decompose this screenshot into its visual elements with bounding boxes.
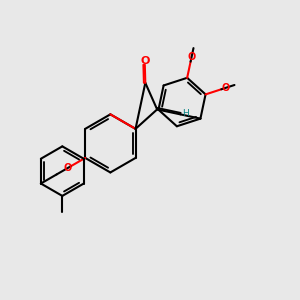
- Text: O: O: [188, 52, 196, 62]
- Text: H: H: [182, 109, 189, 118]
- Text: O: O: [221, 83, 230, 93]
- Text: O: O: [63, 163, 71, 173]
- Text: O: O: [140, 56, 149, 66]
